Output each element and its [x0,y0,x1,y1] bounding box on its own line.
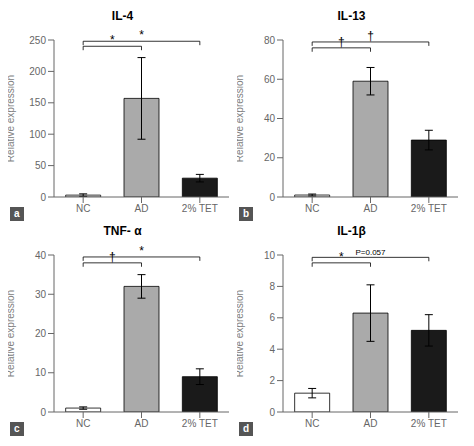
html-text:b: b [243,208,250,219]
svg-text:0: 0 [40,407,46,418]
svg-text:2% TET: 2% TET [411,203,447,214]
html-text:a: a [14,208,20,219]
svg-text:P=0.057: P=0.057 [355,248,386,257]
svg-text:†: † [109,250,116,264]
svg-text:0: 0 [40,192,46,203]
svg-text:8: 8 [269,281,275,292]
svg-text:2: 2 [269,375,275,386]
svg-text:0: 0 [269,192,275,203]
svg-text:AD: AD [135,203,149,214]
svg-text:20: 20 [264,152,276,163]
svg-text:50: 50 [35,160,47,171]
svg-text:Relative expression: Relative expression [8,290,16,377]
svg-text:AD: AD [364,203,378,214]
svg-text:AD: AD [364,418,378,429]
svg-text:NC: NC [305,203,319,214]
svg-text:30: 30 [35,289,47,300]
svg-text:40: 40 [35,250,47,261]
svg-text:60: 60 [264,74,276,85]
svg-text:40: 40 [264,113,276,124]
svg-text:Relative expression: Relative expression [237,75,245,162]
svg-text:†: † [367,29,374,43]
svg-text:20: 20 [35,328,47,339]
html-text:d: d [243,423,250,434]
svg-text:80: 80 [264,35,276,46]
svg-text:NC: NC [76,418,90,429]
svg-text:100: 100 [29,129,46,140]
svg-text:2% TET: 2% TET [182,418,218,429]
svg-text:6: 6 [269,312,275,323]
svg-text:150: 150 [29,97,46,108]
html-text:IL-4: IL-4 [111,9,134,23]
svg-text:*: * [339,250,344,264]
svg-text:*: * [139,28,144,42]
svg-text:0: 0 [269,407,275,418]
html-text:TNF- α: TNF- α [103,224,142,238]
html-text:IL-13: IL-13 [337,9,366,23]
svg-text:250: 250 [29,35,46,46]
svg-text:2% TET: 2% TET [182,203,218,214]
svg-text:10: 10 [264,250,276,261]
svg-text:200: 200 [29,66,46,77]
svg-text:AD: AD [135,418,149,429]
svg-text:4: 4 [269,344,275,355]
html-text:IL-1β: IL-1β [337,224,366,238]
svg-text:NC: NC [305,418,319,429]
svg-text:†: † [338,35,345,49]
svg-text:2% TET: 2% TET [411,418,447,429]
svg-text:Relative expression: Relative expression [237,290,245,377]
html-text:c: c [14,423,20,434]
svg-text:10: 10 [35,367,47,378]
svg-text:NC: NC [76,203,90,214]
svg-text:*: * [139,244,144,258]
svg-text:Relative expression: Relative expression [8,75,16,162]
svg-text:*: * [110,33,115,47]
